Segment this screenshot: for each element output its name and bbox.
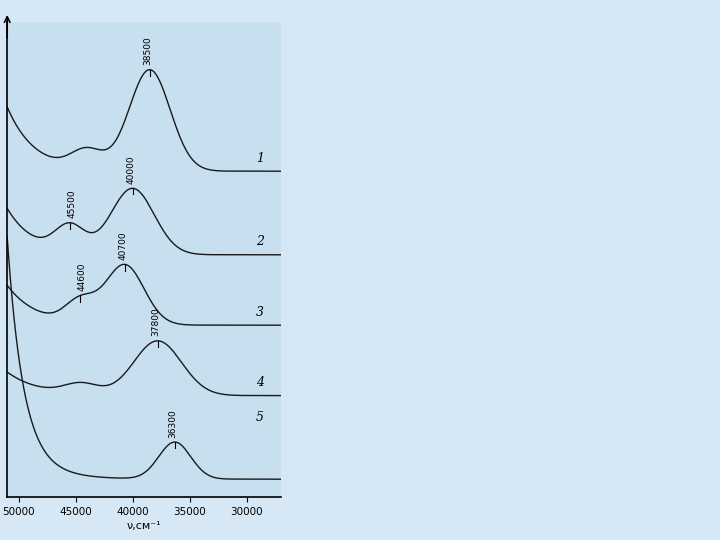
Text: 40000: 40000 — [127, 156, 135, 184]
Text: 3: 3 — [256, 306, 264, 319]
Text: 40700: 40700 — [118, 231, 127, 260]
Text: 37800: 37800 — [151, 308, 161, 336]
Text: 44600: 44600 — [77, 262, 86, 291]
Text: 4: 4 — [256, 376, 264, 389]
Text: 36300: 36300 — [168, 409, 178, 437]
X-axis label: ν,см⁻¹: ν,см⁻¹ — [127, 521, 161, 531]
Text: 1: 1 — [256, 152, 264, 165]
Text: 5: 5 — [256, 411, 264, 424]
Text: 45500: 45500 — [67, 190, 76, 218]
Text: 2: 2 — [256, 235, 264, 248]
Text: 38500: 38500 — [143, 37, 153, 65]
